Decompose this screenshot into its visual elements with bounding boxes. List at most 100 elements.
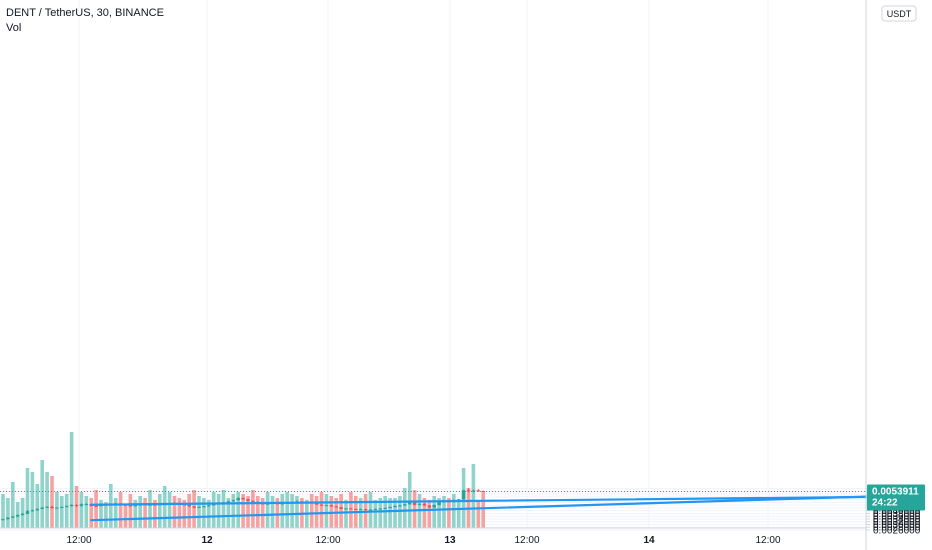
candle-body	[60, 506, 64, 508]
volume-bar	[226, 498, 231, 528]
volume-bar	[216, 494, 221, 528]
volume-bar	[74, 486, 79, 528]
volume-bar	[432, 496, 436, 528]
volume-bar	[99, 500, 103, 528]
candle-body	[69, 504, 74, 507]
candle-body	[417, 503, 422, 505]
volume-bar	[260, 498, 265, 528]
candle-body	[128, 505, 133, 507]
price-tick-label: 0.0026000	[873, 526, 921, 537]
time-tick-label: 13	[444, 535, 456, 546]
candle	[35, 508, 40, 511]
candle-body	[45, 506, 49, 508]
volume-bar	[270, 496, 275, 528]
candle-body	[55, 507, 59, 509]
currency-label: USDT	[887, 9, 912, 19]
volume-bar	[64, 494, 69, 528]
volume-bar	[231, 494, 236, 528]
candle	[1, 518, 5, 521]
candle-body	[437, 501, 441, 506]
candle-body	[314, 503, 319, 505]
candle	[6, 517, 10, 520]
candle-body	[231, 500, 236, 502]
candle	[378, 508, 383, 510]
candle	[358, 508, 363, 511]
candle-body	[422, 503, 427, 506]
candle-body	[427, 505, 432, 508]
candle-body	[358, 509, 363, 511]
volume-bar	[109, 484, 113, 528]
candle	[60, 506, 64, 509]
volume-bar	[251, 490, 255, 528]
candle-body	[226, 501, 231, 503]
volume-indicator-label[interactable]: Vol	[6, 22, 21, 34]
candle-body	[363, 509, 368, 511]
time-tick-label: 12:00	[66, 535, 91, 546]
volume-bar	[388, 498, 392, 528]
candle	[30, 509, 35, 512]
candle	[11, 515, 15, 518]
time-tick-label: 14	[643, 535, 655, 546]
volume-bar	[50, 476, 54, 528]
price-tick-label: 0.0038000	[873, 509, 921, 520]
lower-trendline[interactable]	[90, 493, 921, 522]
candle	[55, 507, 59, 509]
candle-body	[412, 502, 417, 505]
candle-body	[1, 519, 5, 521]
candle-body	[202, 506, 206, 508]
price-tick-label: 0.0032000	[873, 517, 921, 528]
volume-bar	[172, 496, 177, 528]
candle-body	[476, 490, 481, 492]
symbol-title[interactable]: DENT / TetherUS, 30, BINANCE	[6, 7, 164, 19]
time-tick-label: 12	[201, 535, 213, 546]
candle-body	[182, 504, 187, 506]
candle	[69, 504, 74, 507]
candle-body	[187, 504, 191, 507]
volume-bar	[40, 460, 44, 528]
candle	[25, 509, 30, 515]
candle-body	[344, 508, 348, 510]
volume-bar	[398, 496, 402, 528]
volume-bar	[177, 498, 182, 528]
candle	[383, 507, 387, 510]
upper-trendline[interactable]	[90, 495, 921, 506]
volume-bar	[295, 496, 299, 528]
candle	[471, 489, 476, 493]
time-tick-label: 12:00	[514, 535, 539, 546]
candle-body	[133, 505, 138, 507]
candle-body	[383, 507, 387, 509]
candle	[417, 503, 422, 506]
candle	[197, 506, 201, 509]
volume-bar	[60, 496, 64, 528]
candle-body	[393, 505, 397, 508]
volume-bar	[241, 494, 245, 528]
last-price-badge: 0.0053911 24:22	[867, 484, 925, 511]
candle	[74, 504, 79, 507]
price-tick-label: 0.0034000	[873, 514, 921, 525]
time-tick-label: 12:00	[315, 535, 340, 546]
candle	[349, 507, 353, 510]
volume-bar	[407, 472, 412, 528]
candle	[403, 503, 407, 506]
candle-body	[407, 502, 412, 505]
candle-body	[378, 508, 383, 510]
currency-button[interactable]: USDT	[881, 5, 917, 22]
time-scale[interactable]: 12:00 12 12:00 13 12:00 14 12:00	[66, 535, 780, 546]
candle	[476, 489, 481, 492]
price-tick-label: 0.0030000	[873, 520, 921, 531]
volume-bar	[344, 500, 348, 528]
volume-bar	[221, 490, 226, 528]
volume-bar	[143, 498, 147, 528]
volume-bar	[79, 492, 84, 528]
volume-bar	[123, 506, 128, 528]
candle	[393, 505, 397, 508]
volume-bar	[422, 498, 427, 528]
volume-bar	[314, 496, 319, 528]
candle	[427, 505, 432, 508]
candle	[246, 498, 250, 502]
drawings-layer[interactable]	[90, 493, 921, 522]
candle	[15, 514, 20, 517]
volume-bar	[211, 492, 216, 528]
